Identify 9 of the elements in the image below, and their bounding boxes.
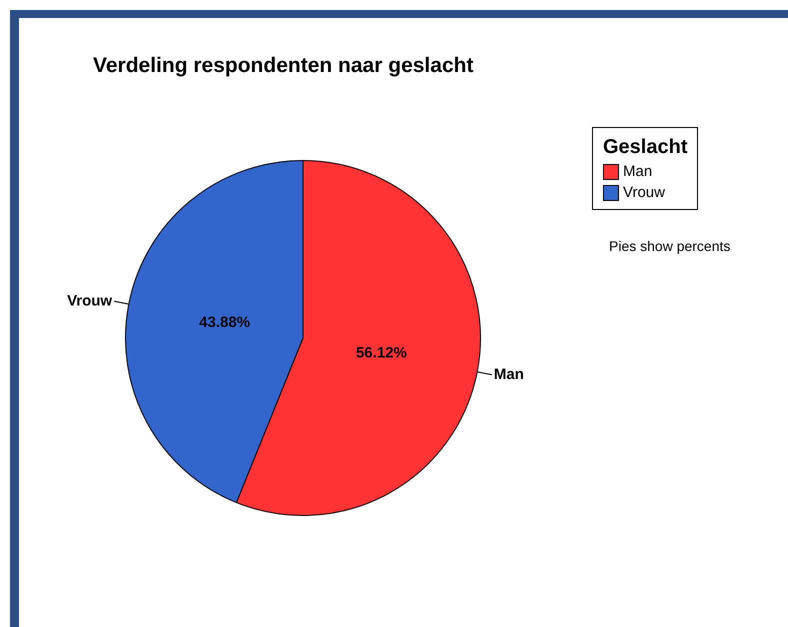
slice-label: Vrouw — [67, 292, 112, 310]
text: Pies show percents — [609, 238, 730, 254]
legend-title: Geslacht — [603, 136, 688, 159]
chart-title: Verdeling respondenten naar geslacht — [93, 54, 474, 78]
legend-label: Vrouw — [623, 184, 665, 201]
slice-label: Man — [494, 366, 524, 383]
data-label: 43.88% — [199, 314, 250, 331]
legend-label: Man — [623, 163, 652, 180]
data-label: 56.12% — [356, 344, 407, 362]
